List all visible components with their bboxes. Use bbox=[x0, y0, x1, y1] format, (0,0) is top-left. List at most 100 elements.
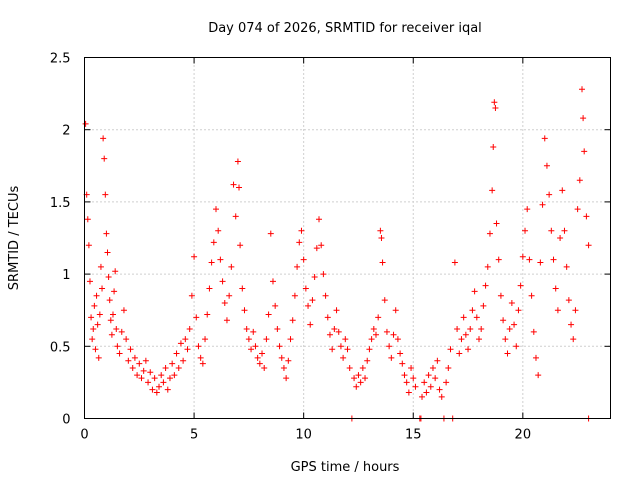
data-point bbox=[473, 314, 480, 321]
data-point bbox=[403, 379, 410, 386]
data-point bbox=[377, 227, 384, 234]
data-point bbox=[263, 336, 270, 343]
data-point bbox=[458, 336, 465, 343]
data-point bbox=[92, 346, 99, 353]
x-tick-label: 5 bbox=[190, 428, 198, 443]
chart-title: Day 074 of 2026, SRMTID for receiver iqa… bbox=[208, 21, 482, 36]
data-point bbox=[491, 99, 498, 106]
data-point bbox=[508, 299, 515, 306]
data-point bbox=[552, 285, 559, 292]
data-point bbox=[484, 263, 491, 270]
data-point bbox=[147, 369, 154, 376]
data-point bbox=[294, 263, 301, 270]
data-point bbox=[429, 364, 436, 371]
data-point bbox=[274, 325, 281, 332]
data-point bbox=[346, 364, 353, 371]
data-point bbox=[316, 216, 323, 223]
data-point bbox=[462, 331, 469, 338]
data-point bbox=[532, 354, 539, 361]
data-point bbox=[95, 354, 102, 361]
data-point bbox=[219, 278, 226, 285]
data-point bbox=[298, 227, 305, 234]
plot-frame bbox=[84, 57, 611, 419]
data-point bbox=[202, 336, 209, 343]
data-point bbox=[515, 307, 522, 314]
data-point bbox=[353, 383, 360, 390]
data-point bbox=[269, 278, 276, 285]
data-point bbox=[445, 364, 452, 371]
data-point bbox=[102, 191, 109, 198]
data-point bbox=[482, 282, 489, 289]
data-point bbox=[359, 364, 366, 371]
data-point bbox=[572, 307, 579, 314]
data-point bbox=[554, 307, 561, 314]
data-point bbox=[280, 364, 287, 371]
data-point bbox=[436, 386, 443, 393]
data-point bbox=[120, 307, 127, 314]
data-point bbox=[405, 389, 412, 396]
data-point bbox=[182, 336, 189, 343]
data-point bbox=[506, 325, 513, 332]
x-tick-label: 10 bbox=[295, 428, 312, 443]
data-point bbox=[423, 389, 430, 396]
data-point bbox=[471, 288, 478, 295]
data-point bbox=[513, 343, 520, 350]
data-point bbox=[101, 155, 108, 162]
data-point bbox=[344, 346, 351, 353]
data-point bbox=[451, 259, 458, 266]
data-point bbox=[237, 242, 244, 249]
data-point bbox=[557, 235, 564, 241]
data-point bbox=[497, 292, 504, 299]
data-point bbox=[116, 350, 123, 357]
data-point bbox=[492, 105, 499, 112]
data-point bbox=[318, 242, 325, 249]
data-point bbox=[109, 311, 116, 318]
data-point bbox=[490, 144, 497, 151]
data-point bbox=[524, 206, 531, 213]
data-point bbox=[366, 346, 373, 353]
data-point bbox=[329, 346, 336, 353]
data-point bbox=[226, 292, 233, 299]
data-point bbox=[434, 357, 441, 364]
data-point bbox=[191, 253, 198, 260]
data-point bbox=[208, 259, 215, 266]
data-point bbox=[408, 364, 415, 371]
data-point bbox=[94, 321, 101, 328]
data-point bbox=[489, 187, 496, 194]
data-point bbox=[565, 297, 572, 304]
data-point bbox=[160, 379, 167, 386]
data-point bbox=[478, 325, 485, 332]
data-point bbox=[541, 135, 548, 142]
data-point bbox=[337, 343, 344, 350]
data-point bbox=[397, 350, 404, 357]
data-point bbox=[162, 364, 169, 371]
data-point bbox=[378, 235, 385, 241]
data-point bbox=[412, 383, 419, 390]
data-point bbox=[576, 177, 583, 184]
data-point bbox=[134, 372, 141, 379]
data-point bbox=[383, 328, 390, 335]
data-point bbox=[180, 357, 187, 364]
data-point bbox=[84, 216, 91, 223]
data-point bbox=[550, 256, 557, 263]
data-point bbox=[333, 307, 340, 314]
data-point bbox=[467, 325, 474, 332]
y-tick-label: 2 bbox=[62, 124, 70, 139]
data-point bbox=[86, 278, 93, 285]
data-point bbox=[357, 379, 364, 386]
data-point bbox=[171, 372, 178, 379]
data-point bbox=[239, 285, 246, 292]
data-point bbox=[230, 181, 237, 188]
data-point bbox=[432, 375, 439, 382]
y-tick-label: 2.5 bbox=[50, 52, 71, 67]
data-point bbox=[243, 325, 250, 332]
data-point bbox=[125, 357, 132, 364]
data-point bbox=[142, 357, 149, 364]
data-point bbox=[111, 288, 118, 295]
data-point bbox=[221, 299, 228, 306]
data-point bbox=[517, 282, 524, 289]
data-point bbox=[579, 86, 586, 93]
axis-ticks: 0 5 10 15 20 0 0.5 1 1.5 2 2.5 bbox=[50, 52, 611, 443]
data-point bbox=[131, 354, 138, 361]
data-point bbox=[585, 242, 592, 249]
